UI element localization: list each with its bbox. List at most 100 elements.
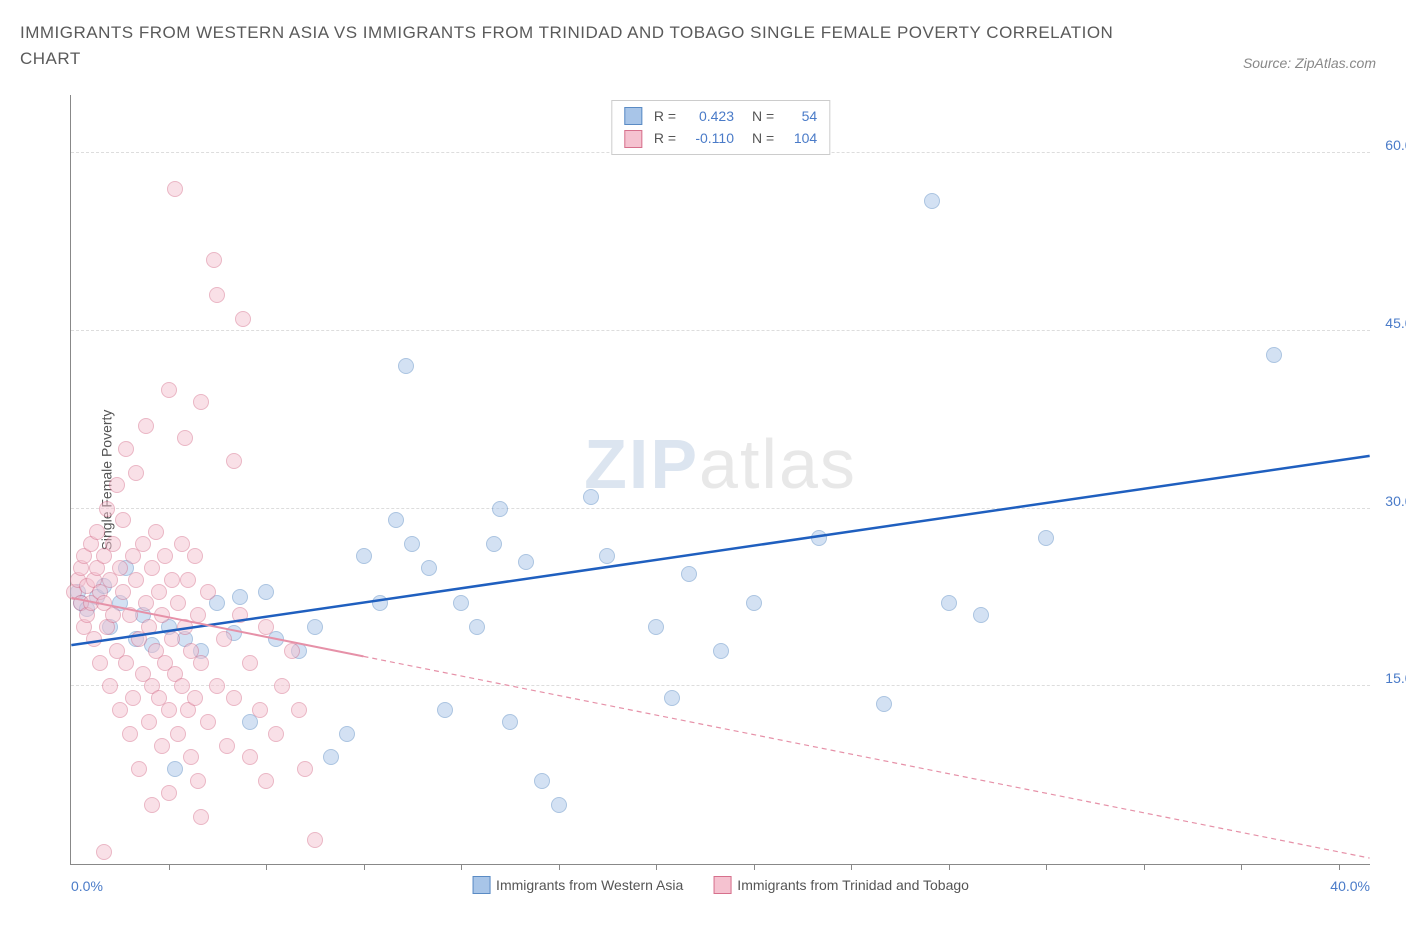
- data-point-series-2: [193, 655, 209, 671]
- data-point-series-1: [924, 193, 940, 209]
- data-point-series-2: [177, 430, 193, 446]
- stats-legend-row-1: R = 0.423 N = 54: [624, 105, 817, 127]
- x-tick: [266, 864, 267, 870]
- data-point-series-2: [242, 655, 258, 671]
- data-point-series-1: [453, 595, 469, 611]
- data-point-series-1: [502, 714, 518, 730]
- data-point-series-2: [154, 607, 170, 623]
- data-point-series-1: [372, 595, 388, 611]
- data-point-series-2: [86, 631, 102, 647]
- data-point-series-1: [876, 696, 892, 712]
- x-tick: [364, 864, 365, 870]
- data-point-series-2: [170, 595, 186, 611]
- data-point-series-2: [112, 702, 128, 718]
- data-point-series-2: [187, 690, 203, 706]
- x-tick: [1241, 864, 1242, 870]
- data-point-series-2: [112, 560, 128, 576]
- data-point-series-1: [404, 536, 420, 552]
- data-point-series-2: [115, 512, 131, 528]
- data-point-series-1: [973, 607, 989, 623]
- x-tick: [754, 864, 755, 870]
- data-point-series-2: [141, 714, 157, 730]
- data-point-series-2: [122, 607, 138, 623]
- data-point-series-2: [105, 607, 121, 623]
- regression-line-1: [71, 456, 1369, 645]
- data-point-series-1: [664, 690, 680, 706]
- y-tick-label: 30.0%: [1385, 493, 1406, 509]
- data-point-series-2: [297, 761, 313, 777]
- data-point-series-2: [99, 501, 115, 517]
- data-point-series-2: [102, 678, 118, 694]
- data-point-series-2: [193, 809, 209, 825]
- data-point-series-2: [226, 690, 242, 706]
- chart-title: IMMIGRANTS FROM WESTERN ASIA VS IMMIGRAN…: [20, 20, 1120, 71]
- stats-legend: R = 0.423 N = 54 R = -0.110 N = 104: [611, 100, 830, 155]
- data-point-series-1: [681, 566, 697, 582]
- y-tick-label: 45.0%: [1385, 315, 1406, 331]
- data-point-series-2: [144, 797, 160, 813]
- data-point-series-1: [486, 536, 502, 552]
- data-point-series-2: [209, 678, 225, 694]
- swatch-series-1: [624, 107, 642, 125]
- data-point-series-1: [258, 584, 274, 600]
- data-point-series-2: [89, 524, 105, 540]
- data-point-series-1: [307, 619, 323, 635]
- plot-area: ZIPatlas R = 0.423 N = 54 R = -0.110 N =…: [70, 95, 1370, 865]
- data-point-series-1: [599, 548, 615, 564]
- gridline: [71, 685, 1370, 686]
- x-min-label: 0.0%: [71, 878, 103, 894]
- data-point-series-2: [96, 844, 112, 860]
- legend-item-1: Immigrants from Western Asia: [472, 876, 683, 894]
- data-point-series-2: [190, 773, 206, 789]
- data-point-series-2: [242, 749, 258, 765]
- data-point-series-2: [284, 643, 300, 659]
- data-point-series-2: [122, 726, 138, 742]
- data-point-series-1: [437, 702, 453, 718]
- data-point-series-1: [339, 726, 355, 742]
- swatch-series-2: [624, 130, 642, 148]
- data-point-series-1: [421, 560, 437, 576]
- data-point-series-2: [164, 631, 180, 647]
- data-point-series-2: [200, 714, 216, 730]
- data-point-series-2: [307, 832, 323, 848]
- gridline: [71, 330, 1370, 331]
- gridline: [71, 508, 1370, 509]
- x-tick: [851, 864, 852, 870]
- swatch-series-2-bottom: [713, 876, 731, 894]
- data-point-series-2: [167, 181, 183, 197]
- data-point-series-2: [154, 738, 170, 754]
- data-point-series-1: [534, 773, 550, 789]
- data-point-series-1: [469, 619, 485, 635]
- data-point-series-2: [144, 560, 160, 576]
- data-point-series-2: [148, 524, 164, 540]
- data-point-series-2: [161, 702, 177, 718]
- x-tick: [1046, 864, 1047, 870]
- data-point-series-2: [258, 773, 274, 789]
- data-point-series-1: [398, 358, 414, 374]
- data-point-series-1: [1266, 347, 1282, 363]
- y-tick-label: 15.0%: [1385, 670, 1406, 686]
- data-point-series-1: [356, 548, 372, 564]
- data-point-series-1: [492, 501, 508, 517]
- source-attribution: Source: ZipAtlas.com: [1243, 55, 1376, 71]
- data-point-series-2: [141, 619, 157, 635]
- data-point-series-2: [138, 418, 154, 434]
- x-tick: [656, 864, 657, 870]
- data-point-series-2: [187, 548, 203, 564]
- data-point-series-2: [193, 394, 209, 410]
- watermark: ZIPatlas: [584, 424, 857, 504]
- data-point-series-2: [109, 477, 125, 493]
- x-tick: [461, 864, 462, 870]
- data-point-series-2: [174, 678, 190, 694]
- series-1-name: Immigrants from Western Asia: [496, 877, 683, 893]
- stats-legend-row-2: R = -0.110 N = 104: [624, 127, 817, 149]
- data-point-series-2: [258, 619, 274, 635]
- data-point-series-2: [177, 619, 193, 635]
- data-point-series-2: [274, 678, 290, 694]
- data-point-series-1: [1038, 530, 1054, 546]
- x-tick: [169, 864, 170, 870]
- data-point-series-2: [128, 465, 144, 481]
- r-value-2: -0.110: [684, 127, 734, 149]
- data-point-series-2: [206, 252, 222, 268]
- data-point-series-2: [219, 738, 235, 754]
